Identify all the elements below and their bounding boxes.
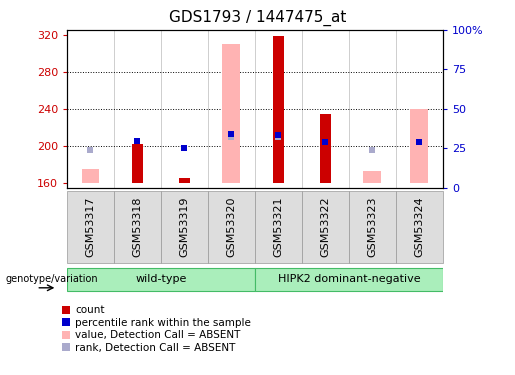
Point <box>227 134 235 140</box>
Text: GSM53323: GSM53323 <box>367 196 377 257</box>
FancyBboxPatch shape <box>67 268 255 291</box>
Point <box>227 131 235 137</box>
FancyBboxPatch shape <box>208 191 255 262</box>
FancyBboxPatch shape <box>349 191 396 262</box>
Text: HIPK2 dominant-negative: HIPK2 dominant-negative <box>278 274 420 284</box>
Point <box>274 132 283 138</box>
Text: wild-type: wild-type <box>135 274 186 284</box>
Legend: count, percentile rank within the sample, value, Detection Call = ABSENT, rank, : count, percentile rank within the sample… <box>62 305 251 353</box>
FancyBboxPatch shape <box>161 191 208 262</box>
Point <box>133 138 142 144</box>
Bar <box>364 171 381 183</box>
Text: GSM53318: GSM53318 <box>132 196 143 257</box>
Text: GSM53321: GSM53321 <box>273 196 283 257</box>
FancyBboxPatch shape <box>255 268 443 291</box>
Bar <box>320 114 331 183</box>
Bar <box>410 109 428 183</box>
Text: GSM53319: GSM53319 <box>179 196 190 257</box>
Bar <box>81 169 99 183</box>
FancyBboxPatch shape <box>396 191 443 262</box>
Text: GSM53317: GSM53317 <box>85 196 95 257</box>
Text: GDS1793 / 1447475_at: GDS1793 / 1447475_at <box>169 9 346 26</box>
FancyBboxPatch shape <box>114 191 161 262</box>
Point <box>321 139 330 145</box>
Bar <box>273 36 284 183</box>
FancyBboxPatch shape <box>255 191 302 262</box>
FancyBboxPatch shape <box>67 191 114 262</box>
Point <box>415 139 423 145</box>
Point <box>180 145 188 151</box>
Text: GSM53322: GSM53322 <box>320 196 331 257</box>
Point <box>87 147 95 153</box>
FancyBboxPatch shape <box>302 191 349 262</box>
Bar <box>179 178 190 183</box>
Text: GSM53324: GSM53324 <box>415 196 424 257</box>
Text: GSM53320: GSM53320 <box>227 196 236 257</box>
Point <box>274 134 283 140</box>
Text: genotype/variation: genotype/variation <box>5 274 98 284</box>
Bar <box>132 144 143 183</box>
Point <box>368 147 376 153</box>
Bar <box>222 44 241 183</box>
